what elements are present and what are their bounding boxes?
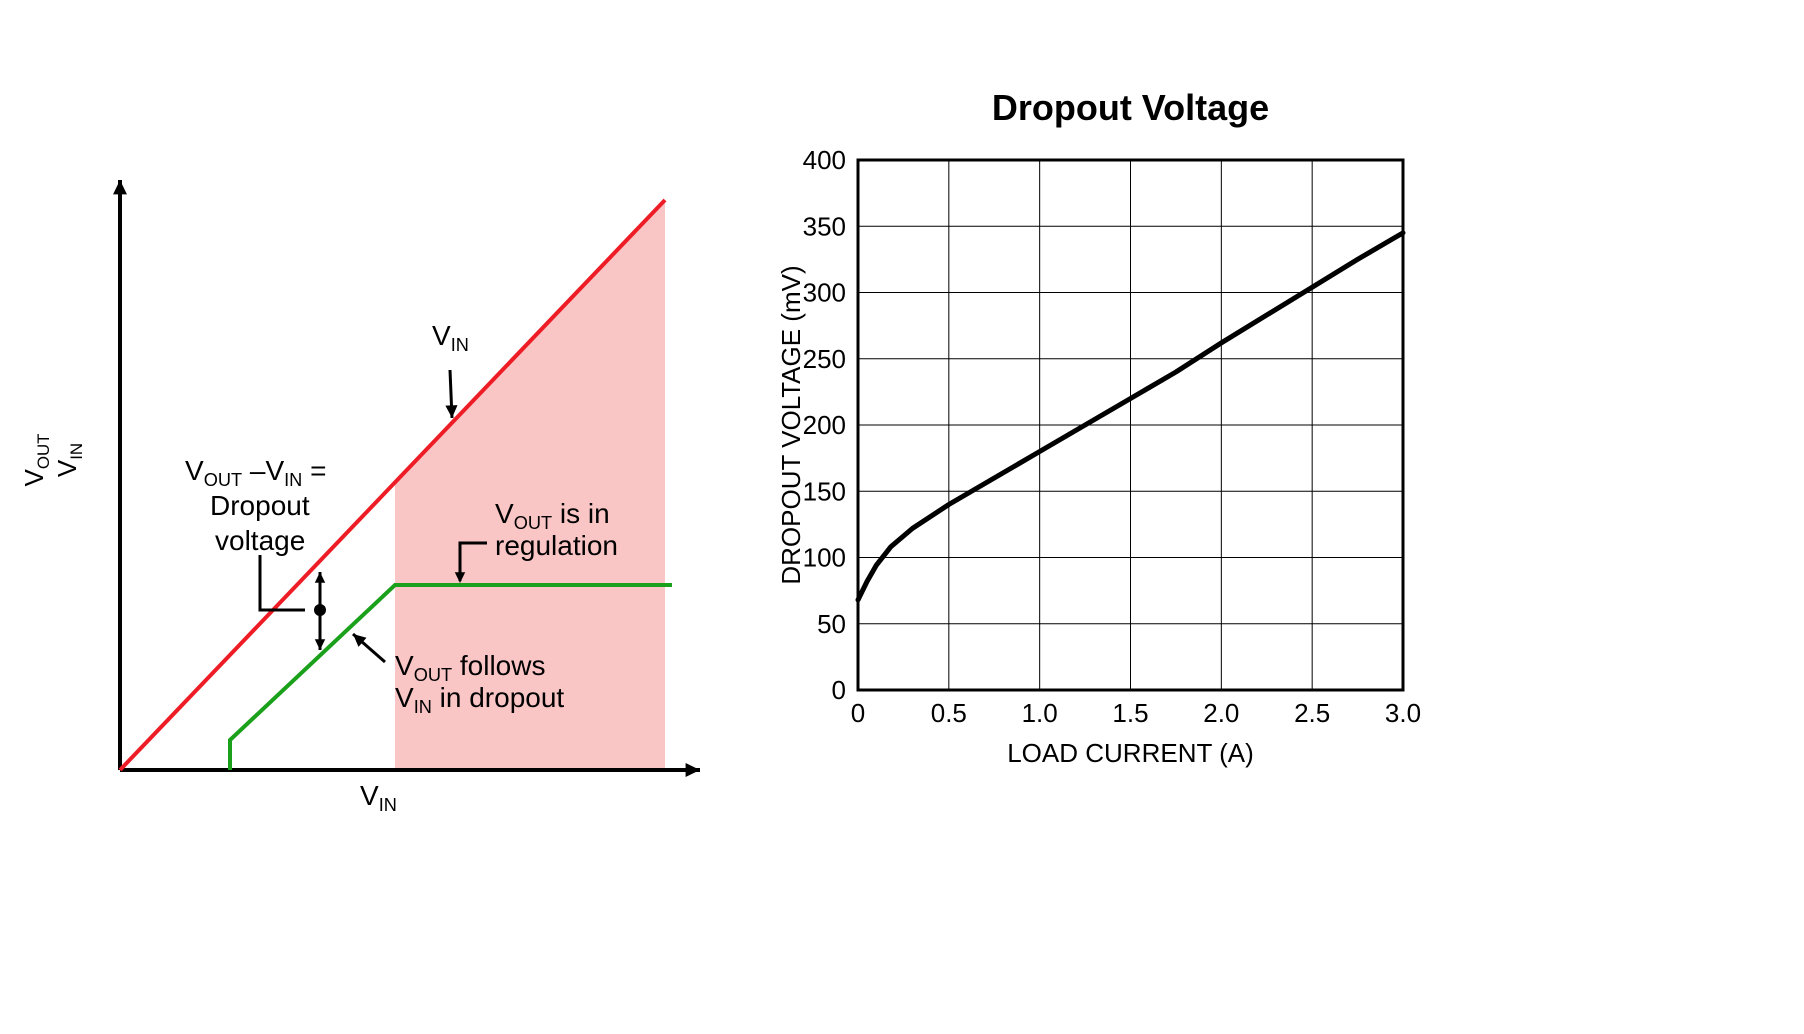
svg-text:350: 350 [803,211,846,241]
svg-text:VIN: VIN [360,780,397,815]
svg-text:50: 50 [817,609,846,639]
right-chart-title: Dropout Voltage [992,87,1269,128]
svg-text:100: 100 [803,543,846,573]
svg-text:400: 400 [803,145,846,175]
svg-text:250: 250 [803,344,846,374]
svg-text:200: 200 [803,410,846,440]
svg-text:2.5: 2.5 [1294,698,1330,728]
svg-text:VOUT: VOUT [19,434,53,487]
svg-text:1.5: 1.5 [1112,698,1148,728]
right-chart-panel: Dropout Voltage 0 0.5 1.0 1.5 2.0 2.5 3.0 0 50 100… [780,60,1460,845]
left-diagram-svg: VOUTVINVINVINVOUT –VIN =DropoutvoltageVO… [0,60,760,880]
svg-text:VOUT –VIN =: VOUT –VIN = [185,455,326,490]
svg-text:DROPOUT VOLTAGE (mV): DROPOUT VOLTAGE (mV) [780,265,806,584]
svg-text:Dropout: Dropout [210,490,310,521]
svg-text:0: 0 [832,675,846,705]
svg-text:2.0: 2.0 [1203,698,1239,728]
svg-text:150: 150 [803,476,846,506]
svg-text:VOUT is in: VOUT is in [495,498,610,533]
right-chart-svg: Dropout Voltage 0 0.5 1.0 1.5 2.0 2.5 3.0 0 50 100… [780,60,1460,840]
svg-text:1.0: 1.0 [1022,698,1058,728]
svg-text:0: 0 [851,698,865,728]
svg-text:LOAD CURRENT (A): LOAD CURRENT (A) [1007,738,1254,768]
svg-text:3.0: 3.0 [1385,698,1421,728]
svg-text:voltage: voltage [215,525,305,556]
svg-text:VIN: VIN [432,320,469,355]
svg-text:VIN: VIN [52,443,86,477]
svg-text:300: 300 [803,278,846,308]
figure-container: VOUTVINVINVINVOUT –VIN =DropoutvoltageVO… [0,0,1804,1034]
left-diagram-panel: VOUTVINVINVINVOUT –VIN =DropoutvoltageVO… [0,60,760,885]
svg-text:regulation: regulation [495,530,618,561]
svg-text:0.5: 0.5 [931,698,967,728]
